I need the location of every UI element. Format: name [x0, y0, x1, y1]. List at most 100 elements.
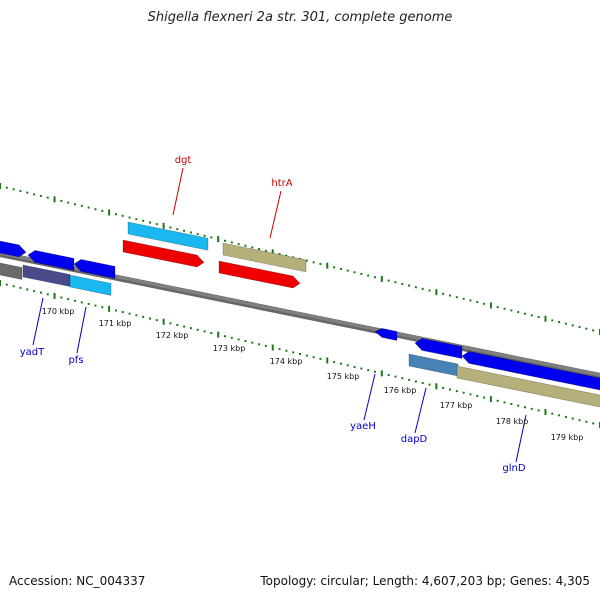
upper-tick [12, 188, 15, 191]
lower-tick [46, 293, 49, 296]
upper-tick [142, 219, 145, 222]
upper-tick [217, 236, 220, 243]
upper-tick [196, 233, 199, 236]
lower-tick [299, 353, 301, 355]
lower-tick [128, 312, 131, 315]
lower-tick [5, 283, 8, 286]
callout-label-yaeH: yaeH [350, 421, 376, 432]
lower-tick [176, 323, 179, 326]
callout-line-pfs [76, 306, 87, 354]
lower-tick [33, 290, 36, 293]
lower-tick [203, 330, 206, 333]
lower-tick [53, 292, 56, 299]
upper-tick [189, 231, 192, 234]
lower-tick [0, 280, 1, 286]
lower-tick [305, 354, 308, 357]
lower-tick [421, 382, 424, 385]
lower-tick [67, 298, 70, 301]
upper-tick [26, 191, 29, 194]
upper-tick [544, 315, 547, 322]
lower-tick [408, 378, 411, 381]
upper-tick [578, 326, 581, 329]
ruler-label: 177 kbp [440, 401, 473, 410]
genome-summary: Topology: circular; Length: 4,607,203 bp… [260, 574, 590, 588]
lower-tick [264, 344, 267, 347]
ruler-label: 173 kbp [213, 344, 246, 353]
lower-tick [578, 419, 581, 422]
callout-line-dgt [172, 167, 184, 216]
upper-tick [53, 196, 56, 203]
callout-line-yaeH [363, 373, 376, 421]
ruler-label: 175 kbp [327, 372, 360, 381]
upper-tick [551, 319, 554, 322]
upper-tick [564, 322, 567, 325]
lower-tick [346, 364, 349, 367]
lower-tick [387, 373, 390, 376]
lower-tick [414, 380, 417, 383]
feature-track [0, 221, 600, 408]
feature-blue-yaeH [374, 328, 398, 341]
lower-tick [592, 422, 595, 425]
lower-tick [319, 357, 322, 360]
ruler-label: 172 kbp [156, 331, 189, 340]
lower-tick [476, 394, 479, 397]
lower-tick [12, 285, 15, 288]
lower-tick [135, 314, 138, 317]
lower-tick [380, 370, 383, 377]
lower-tick [455, 390, 458, 393]
ruler-label: 170 kbp [42, 307, 75, 316]
upper-tick [401, 282, 404, 285]
ruler-label: 174 kbp [270, 357, 303, 366]
lower-tick [326, 357, 329, 364]
lower-tick [544, 409, 547, 416]
lower-tick [442, 386, 445, 389]
feature-blue-dapD [414, 338, 463, 359]
callout-label-dapD: dapD [401, 434, 428, 445]
upper-tick [237, 243, 240, 246]
upper-tick [524, 312, 526, 315]
upper-tick [264, 249, 267, 252]
ruler-label: 171 kbp [99, 319, 132, 328]
upper-tick [230, 241, 233, 244]
lower-tick [169, 322, 172, 325]
feature-red-dgt [122, 239, 205, 268]
upper-tick [455, 296, 458, 299]
upper-tick [489, 302, 492, 309]
lower-tick [121, 311, 124, 314]
upper-tick [203, 234, 206, 237]
upper-tick [428, 289, 431, 292]
upper-tick [483, 302, 486, 305]
upper-tick [0, 183, 1, 189]
upper-tick [496, 306, 499, 309]
upper-tick [442, 292, 445, 295]
lower-tick [210, 332, 213, 335]
feature-cyan-dgt [127, 221, 209, 251]
upper-tick [169, 226, 172, 229]
upper-tick [380, 275, 383, 282]
upper-tick [462, 297, 465, 300]
lower-tick [517, 404, 520, 407]
feature-blue-left-1 [0, 240, 27, 258]
lower-tick [510, 403, 513, 406]
feature-blue-left-2 [27, 250, 75, 271]
lower-tick [251, 341, 254, 344]
upper-tick [435, 289, 438, 296]
upper-tick [258, 248, 261, 251]
lower-tick [292, 351, 295, 354]
upper-tick [333, 266, 336, 269]
lower-tick [435, 383, 438, 390]
lower-tick [19, 286, 22, 289]
upper-tick [128, 216, 131, 219]
lower-tick [155, 319, 158, 322]
lower-tick [94, 304, 97, 307]
upper-tick [67, 201, 70, 204]
lower-tick [353, 365, 356, 368]
upper-tick [271, 249, 274, 256]
upper-tick [571, 324, 574, 327]
feature-blue-left-3 [73, 259, 116, 279]
upper-tick [449, 294, 451, 297]
ruler-labels: 170 kbp 171 kbp 172 kbp 173 kbp 174 kbp 175 k… [42, 307, 584, 442]
lower-tick [183, 325, 186, 328]
upper-tick [33, 193, 36, 196]
upper-tick [537, 316, 540, 319]
